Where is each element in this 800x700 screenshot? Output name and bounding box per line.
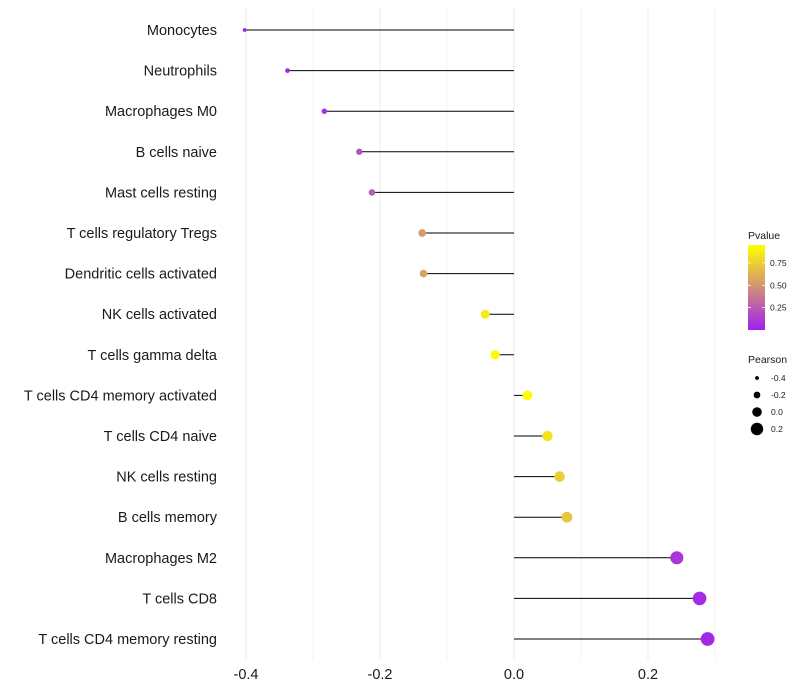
category-label: T cells regulatory Tregs <box>67 226 217 242</box>
lollipop-point <box>418 229 427 237</box>
pearson-legend-items: -0.4 -0.2 0.0 0.2 <box>750 373 786 436</box>
lollipop-point <box>368 189 376 196</box>
category-label: T cells CD4 memory activated <box>24 388 217 404</box>
category-label: Mast cells resting <box>105 185 217 201</box>
lollipop-point <box>561 511 573 523</box>
lollipop-point <box>285 68 290 73</box>
pearson-legend-dot <box>755 376 759 380</box>
category-label: T cells CD4 memory resting <box>38 632 217 648</box>
lollipop-point <box>700 632 715 646</box>
x-tick-label: -0.2 <box>368 667 393 683</box>
lollipop-point <box>542 430 553 442</box>
x-tick-label: -0.4 <box>234 667 259 683</box>
pearson-legend-dot <box>753 391 761 399</box>
lollipop-point <box>522 390 533 401</box>
point-layer <box>242 28 715 646</box>
pvalue-tick-label: 0.25 <box>770 303 787 313</box>
category-label: T cells CD8 <box>142 591 217 607</box>
pvalue-legend-ticks: 0.75 0.50 0.25 <box>748 258 787 313</box>
lollipop-point <box>480 309 490 319</box>
pearson-legend-label: -0.2 <box>771 390 786 400</box>
lollipop-point <box>242 28 247 32</box>
pearson-legend-label: 0.0 <box>771 407 783 417</box>
category-label: T cells gamma delta <box>88 348 218 364</box>
pearson-legend-dot <box>750 422 764 436</box>
lollipop-point <box>321 108 328 114</box>
x-tick-label: 0.2 <box>638 667 658 683</box>
x-axis-ticks: -0.4 -0.2 0.0 0.2 <box>234 667 659 683</box>
category-label: NK cells activated <box>102 307 217 323</box>
category-label: Neutrophils <box>144 64 217 80</box>
lollipop-point <box>419 269 428 278</box>
pearson-legend-dot <box>752 407 762 417</box>
pearson-legend-label: 0.2 <box>771 424 783 434</box>
pearson-legend: Pearson -0.4 -0.2 0.0 0.2 <box>748 354 787 436</box>
category-label: Macrophages M0 <box>105 104 217 120</box>
x-tick-label: 0.0 <box>504 667 524 683</box>
category-label: Dendritic cells activated <box>65 267 217 283</box>
lollipop-point <box>356 148 363 155</box>
category-label: T cells CD4 naive <box>104 429 217 445</box>
category-label: NK cells resting <box>116 470 217 486</box>
category-label: Monocytes <box>147 23 217 39</box>
lollipop-point <box>490 350 500 360</box>
pvalue-legend-title: Pvalue <box>748 230 780 242</box>
pvalue-legend: Pvalue 0.75 0.50 0.25 <box>748 230 787 330</box>
pvalue-colorbar <box>748 245 765 330</box>
segment-layer <box>244 29 708 640</box>
pvalue-tick-label: 0.75 <box>770 258 787 268</box>
lollipop-point <box>692 591 707 606</box>
pearson-legend-title: Pearson <box>748 354 787 366</box>
category-label: Macrophages M2 <box>105 551 217 567</box>
category-label: B cells memory <box>118 510 218 526</box>
category-labels: Monocytes Neutrophils Macrophages M0 B cell… <box>24 23 218 648</box>
category-label: B cells naive <box>136 145 217 161</box>
grid-layer <box>245 8 716 660</box>
lollipop-point <box>554 471 565 482</box>
pearson-legend-label: -0.4 <box>771 373 786 383</box>
lollipop-point <box>670 551 684 565</box>
pvalue-tick-label: 0.50 <box>770 280 787 290</box>
